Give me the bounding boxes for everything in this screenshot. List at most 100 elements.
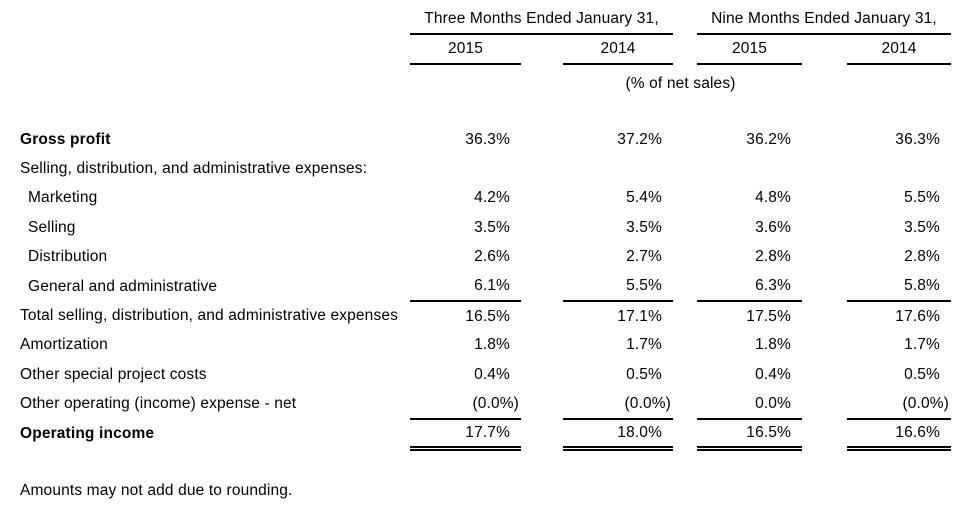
end-gap — [951, 125, 979, 154]
end-gap — [951, 419, 979, 448]
column-gap — [802, 360, 847, 389]
footnote: Amounts may not add due to rounding. — [20, 481, 293, 499]
period-header-nine-months: Nine Months Ended January 31, — [697, 0, 951, 35]
end-gap — [951, 34, 979, 64]
column-gap — [802, 125, 847, 154]
units-subheader-row: (% of net sales) — [0, 64, 979, 98]
cell-value: 2.7% — [626, 248, 662, 266]
column-gap — [673, 243, 697, 272]
year-header-nine-months-2014: 2014 — [847, 34, 951, 65]
end-gap — [951, 0, 979, 34]
row-label: Other special project costs — [20, 365, 207, 383]
column-gap — [802, 34, 847, 64]
cell-value: 16.5% — [465, 307, 510, 325]
cell-value: 0.5% — [904, 365, 940, 383]
row-label: Marketing — [28, 189, 98, 207]
column-gap — [802, 301, 847, 330]
end-gap — [951, 64, 979, 98]
cell-value: 3.5% — [474, 218, 510, 236]
row-label: Other operating (income) expense - net — [20, 395, 297, 413]
cell-value — [847, 154, 951, 183]
table-row: Total selling, distribution, and adminis… — [0, 301, 979, 330]
column-gap — [673, 390, 697, 419]
financial-table: Three Months Ended January 31, Nine Mont… — [0, 0, 979, 451]
cell-value: 36.3% — [465, 130, 510, 148]
cell-value: 18.0% — [563, 418, 673, 451]
cell-value: 5.5% — [563, 271, 673, 303]
cell-value: 1.8% — [474, 336, 510, 354]
column-gap — [673, 125, 697, 154]
column-gap — [521, 301, 563, 330]
row-label: Operating income — [20, 424, 155, 442]
cell-value — [410, 154, 521, 183]
table-row: Amortization 1.8% 1.7% 1.8% 1.7% — [0, 331, 979, 360]
row-label: General and administrative — [28, 277, 218, 295]
period-header-row: Three Months Ended January 31, Nine Mont… — [0, 0, 979, 35]
end-gap — [951, 213, 979, 242]
column-gap — [521, 243, 563, 272]
column-gap — [521, 34, 563, 64]
group-gap — [673, 34, 697, 64]
cell-value: 1.7% — [904, 336, 940, 354]
cell-value: 2.8% — [755, 248, 791, 266]
column-gap — [673, 301, 697, 330]
cell-value: 17.7% — [410, 418, 521, 451]
column-gap — [673, 360, 697, 389]
year-header-row: 2015 2014 2015 2014 — [0, 34, 979, 65]
column-gap — [521, 390, 563, 419]
cell-value: 37.2% — [617, 130, 662, 148]
cell-value — [697, 154, 802, 183]
cell-value: 3.5% — [626, 218, 662, 236]
end-gap — [951, 331, 979, 360]
column-gap — [673, 331, 697, 360]
column-gap — [802, 213, 847, 242]
group-gap — [673, 0, 697, 34]
row-label: Distribution — [28, 248, 108, 266]
cell-value: 3.6% — [755, 218, 791, 236]
column-gap — [802, 390, 847, 419]
year-header-three-months-2015: 2015 — [410, 34, 521, 65]
period-header-three-months: Three Months Ended January 31, — [410, 0, 673, 35]
column-gap — [673, 272, 697, 301]
column-gap — [802, 272, 847, 301]
cell-value: 4.8% — [755, 189, 791, 207]
column-gap — [802, 154, 847, 183]
row-label: Selling — [28, 218, 76, 236]
end-gap — [951, 360, 979, 389]
column-gap — [521, 184, 563, 213]
table-row: Distribution 2.6% 2.7% 2.8% 2.8% — [0, 243, 979, 272]
table-row: Marketing 4.2% 5.4% 4.8% 5.5% — [0, 184, 979, 213]
table-row: Selling, distribution, and administrativ… — [0, 154, 979, 183]
cell-value: 16.6% — [847, 418, 951, 451]
column-gap — [673, 213, 697, 242]
cell-value: 6.3% — [697, 271, 802, 303]
table-row: Gross profit 36.3% 37.2% 36.2% 36.3% — [0, 125, 979, 154]
table-row: Operating income 17.7% 18.0% 16.5% 16.6% — [0, 418, 979, 451]
units-subheader: (% of net sales) — [625, 74, 736, 92]
end-gap — [951, 243, 979, 272]
end-gap — [951, 390, 979, 419]
table-row: Other special project costs 0.4% 0.5% 0.4% 0… — [0, 360, 979, 389]
cell-value: 0.4% — [474, 365, 510, 383]
cell-value: 4.2% — [474, 189, 510, 207]
column-gap — [802, 331, 847, 360]
column-gap — [673, 419, 697, 448]
cell-value: (0.0%) — [410, 389, 521, 420]
end-gap — [951, 272, 979, 301]
corner-cell — [0, 64, 410, 98]
column-gap — [802, 184, 847, 213]
cell-value: 17.6% — [895, 307, 940, 325]
column-gap — [521, 360, 563, 389]
year-header-three-months-2014: 2014 — [563, 34, 673, 65]
end-gap — [951, 301, 979, 330]
column-gap — [521, 154, 563, 183]
spacer-row — [0, 98, 979, 125]
cell-value: 36.2% — [746, 130, 791, 148]
column-gap — [521, 213, 563, 242]
corner-cell — [0, 34, 410, 64]
cell-value: 5.5% — [904, 189, 940, 207]
end-gap — [951, 184, 979, 213]
cell-value — [563, 154, 673, 183]
end-gap — [951, 154, 979, 183]
